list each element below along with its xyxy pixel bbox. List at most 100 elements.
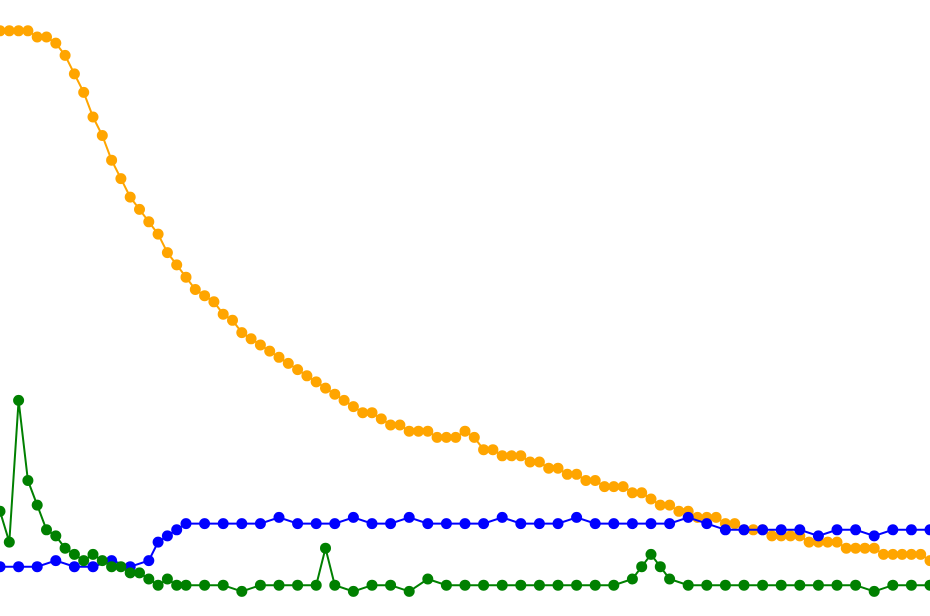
series-0-point [533,456,545,468]
series-0-point [273,351,285,363]
series-1-point [161,530,173,542]
series-0-point [729,518,741,530]
series-0-point [115,173,127,185]
series-0-point [589,475,601,486]
series-0-point [552,462,564,474]
series-1-point [440,518,452,530]
series-2-point [403,585,415,597]
series-0-point [152,228,164,240]
series-2-point [812,579,824,591]
series-2-point [850,579,862,591]
series-1-point [385,518,397,530]
series-1-point [794,524,806,536]
series-0-point [840,542,852,554]
series-0-point [171,259,183,271]
series-2-point [366,579,378,591]
series-0-point [636,487,648,499]
series-2-point [626,573,638,585]
series-2-point [608,579,620,591]
series-1-point [50,555,62,567]
series-0-point [487,444,499,456]
series-2-point [701,579,713,591]
series-0-point [106,154,118,166]
series-0-point [413,425,424,437]
series-2-point [589,579,601,591]
series-1-point [608,518,620,530]
series-0-point [264,345,276,357]
series-2-point [31,499,43,511]
series-0-point [608,481,620,493]
series-2-point [924,579,930,591]
series-0 [0,25,930,567]
series-1-point [68,561,80,573]
series-1-point [310,518,322,530]
series-2-point [68,548,80,560]
series-0-point [766,530,778,542]
series-0-point [561,468,573,480]
series-0-point [822,536,834,548]
series-0-point [96,130,108,141]
series-0-point [208,296,220,308]
series-1-point [645,518,657,530]
series-2-point [199,579,211,591]
series-1-point [254,518,266,530]
series-2-point [41,524,52,536]
series-2-point [645,548,657,560]
series-1-point [422,518,434,530]
series-0-point [3,25,15,37]
series-0-point [515,450,527,462]
series-2-point [292,579,304,591]
series-0-point [134,203,145,215]
series-0-point [366,407,378,419]
series-0-point [161,247,173,259]
series-2-point [478,579,490,591]
series-0-point [68,68,80,80]
series-0-point [199,290,211,302]
series-0-point [785,530,796,542]
series-2-point [50,530,62,542]
series-0-point [329,388,341,400]
series-0-point [543,462,555,474]
series-2-point [654,561,666,573]
series-0-point [217,308,229,320]
series-1-point [775,524,787,536]
series-1-point [366,518,378,530]
series-0-point [868,542,880,554]
series-2-point [459,579,471,591]
series-2-point [757,579,769,591]
series-0-point [22,25,34,37]
series-0-point [859,542,871,554]
series-0-point [292,364,304,376]
series-layer [0,25,930,597]
series-1-point [533,518,545,530]
series-0-point [87,111,99,123]
series-0-point [41,31,52,43]
series-2-point [775,579,787,591]
series-0-point [803,536,815,548]
series-1-point [329,518,341,530]
series-1-point [757,524,769,536]
series-0-point [385,419,397,431]
series-1-point [496,511,508,523]
series-1-point [13,561,25,573]
series-0-point [357,407,369,419]
series-1-point [868,530,880,542]
series-2-point [13,394,25,406]
series-2-point [106,561,118,573]
series-1-point [236,518,248,530]
series-0-point [254,339,266,351]
series-2-line [0,400,930,593]
series-2-point [143,573,155,585]
series-2-point [905,579,917,591]
series-1-point [571,511,583,523]
series-0-point [850,542,862,554]
series-2-point [422,573,434,585]
series-0-point [645,493,657,505]
series-2-point [124,567,136,579]
series-0-point [626,487,638,499]
series-1-point [682,511,694,523]
series-0-point [189,284,201,295]
series-0-point [227,314,238,326]
series-1-point [459,518,471,530]
series-0-point [282,357,294,369]
